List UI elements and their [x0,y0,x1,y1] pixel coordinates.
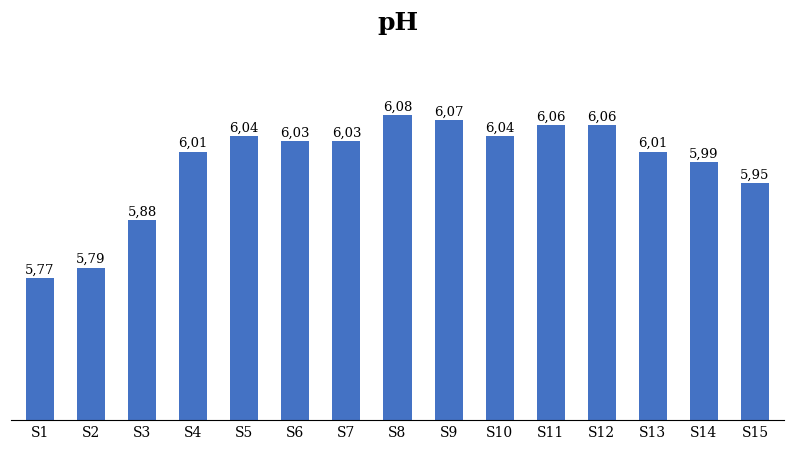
Text: 6,04: 6,04 [230,121,259,134]
Text: 6,08: 6,08 [383,101,412,113]
Text: 5,99: 5,99 [689,148,719,161]
Text: 6,06: 6,06 [536,111,565,124]
Bar [332,141,360,451]
Text: 5,77: 5,77 [25,263,55,276]
Bar [435,120,463,451]
Bar [77,267,105,451]
Text: 6,01: 6,01 [179,137,208,150]
Bar [690,162,718,451]
Text: 6,07: 6,07 [434,106,463,119]
Title: pH: pH [377,11,418,35]
Text: 6,04: 6,04 [485,121,514,134]
Text: 6,01: 6,01 [638,137,668,150]
Bar [639,152,667,451]
Bar [231,136,258,451]
Bar [383,115,412,451]
Text: 6,03: 6,03 [281,127,310,140]
Text: 5,79: 5,79 [76,253,106,266]
Bar [486,136,514,451]
Text: 5,88: 5,88 [127,206,157,219]
Bar [128,220,156,451]
Bar [26,278,54,451]
Bar [537,125,564,451]
Text: 6,06: 6,06 [587,111,617,124]
Bar [588,125,616,451]
Bar [741,184,769,451]
Bar [179,152,207,451]
Bar [281,141,309,451]
Text: 6,03: 6,03 [332,127,361,140]
Text: 5,95: 5,95 [740,169,770,182]
